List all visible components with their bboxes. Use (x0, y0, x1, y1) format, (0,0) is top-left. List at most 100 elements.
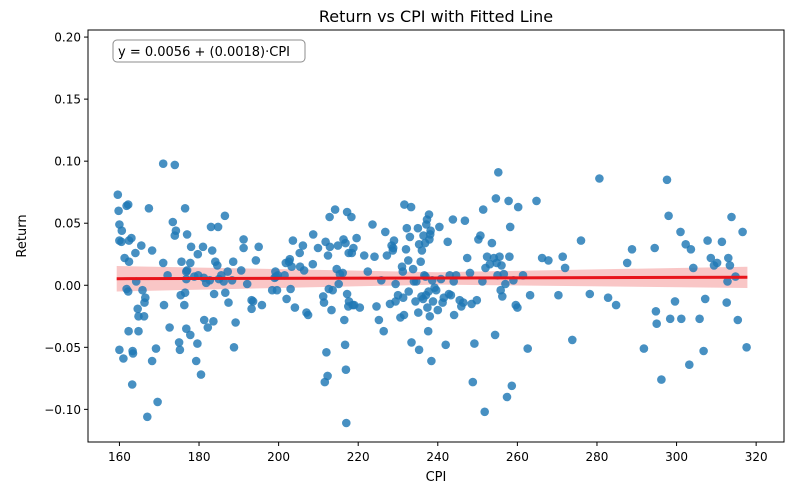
data-point (433, 305, 443, 315)
data-point (340, 340, 350, 350)
data-point (220, 211, 230, 221)
x-tick-label: 280 (586, 450, 609, 464)
data-point (652, 319, 661, 329)
data-point (576, 236, 586, 245)
data-point (117, 226, 127, 235)
data-point (352, 233, 361, 243)
data-point (299, 266, 309, 275)
data-point (175, 345, 185, 355)
data-point (472, 295, 482, 305)
data-point (443, 237, 453, 247)
data-point (507, 381, 517, 391)
data-point (342, 418, 351, 428)
data-point (389, 236, 399, 245)
data-point (558, 252, 567, 261)
data-point (171, 226, 181, 235)
data-point (254, 242, 263, 252)
data-point (151, 344, 161, 353)
data-point (141, 293, 150, 303)
data-point (478, 205, 488, 214)
data-point (398, 267, 408, 276)
data-point (153, 397, 162, 407)
data-point (177, 257, 186, 267)
data-point (685, 360, 694, 370)
data-point (170, 160, 180, 170)
data-point (595, 174, 604, 183)
data-point (703, 236, 712, 245)
y-tick-label: 0.00 (54, 279, 81, 293)
data-point (372, 302, 381, 311)
data-point (323, 251, 333, 260)
data-point (342, 289, 352, 299)
data-point (327, 305, 336, 315)
data-point (414, 308, 423, 317)
data-point (359, 251, 369, 260)
data-point (180, 288, 190, 298)
data-point (308, 230, 318, 239)
data-point (290, 303, 300, 312)
data-point (497, 261, 506, 270)
data-point (408, 264, 418, 274)
data-point (242, 279, 252, 289)
data-point (298, 241, 308, 250)
data-point (213, 222, 223, 232)
data-point (131, 248, 140, 258)
data-point (347, 212, 356, 222)
x-tick-label: 180 (188, 450, 211, 464)
data-point (223, 267, 232, 276)
data-point (325, 212, 334, 222)
equation-text: y = 0.0056 + (0.0018)·CPI (118, 45, 290, 60)
data-point (239, 243, 248, 253)
data-point (117, 237, 126, 247)
data-point (341, 365, 351, 375)
data-point (340, 315, 349, 325)
data-point (143, 412, 152, 422)
data-point (180, 300, 189, 310)
data-point (585, 289, 595, 299)
data-point (182, 324, 191, 334)
data-point (491, 194, 501, 203)
data-point (203, 323, 213, 332)
data-point (333, 241, 343, 250)
data-point (114, 206, 123, 216)
data-point (123, 287, 133, 296)
data-point (404, 287, 414, 296)
data-point (186, 330, 195, 340)
data-point (158, 258, 168, 268)
data-point (416, 257, 426, 267)
data-point (404, 256, 413, 265)
data-point (468, 377, 478, 387)
data-point (504, 196, 513, 206)
data-point (407, 338, 416, 347)
data-point (209, 317, 218, 326)
y-axis: −0.10 −0.05 0.00 0.05 0.10 0.15 0.20 (44, 31, 88, 417)
data-point (554, 290, 563, 300)
x-tick-label: 160 (108, 450, 131, 464)
data-point (428, 297, 438, 306)
data-point (128, 349, 138, 358)
data-point (686, 245, 696, 254)
data-point (431, 285, 441, 295)
y-tick-label: 0.10 (54, 155, 81, 169)
y-tick-label: −0.05 (44, 341, 81, 355)
data-point (133, 304, 142, 314)
data-point (272, 285, 282, 295)
data-point (123, 200, 133, 209)
data-point (706, 253, 716, 263)
data-point (426, 226, 435, 235)
x-tick-label: 220 (347, 450, 370, 464)
data-point (124, 236, 134, 245)
data-point (424, 210, 434, 219)
data-point (313, 243, 323, 253)
data-point (689, 263, 698, 273)
data-point (206, 222, 216, 232)
data-point (174, 338, 184, 347)
data-point (139, 312, 149, 321)
data-point (499, 269, 509, 279)
data-point (124, 326, 133, 336)
x-tick-label: 320 (745, 450, 768, 464)
data-point (370, 252, 379, 261)
data-point (513, 202, 523, 212)
data-point (400, 200, 409, 209)
data-point (505, 222, 515, 232)
